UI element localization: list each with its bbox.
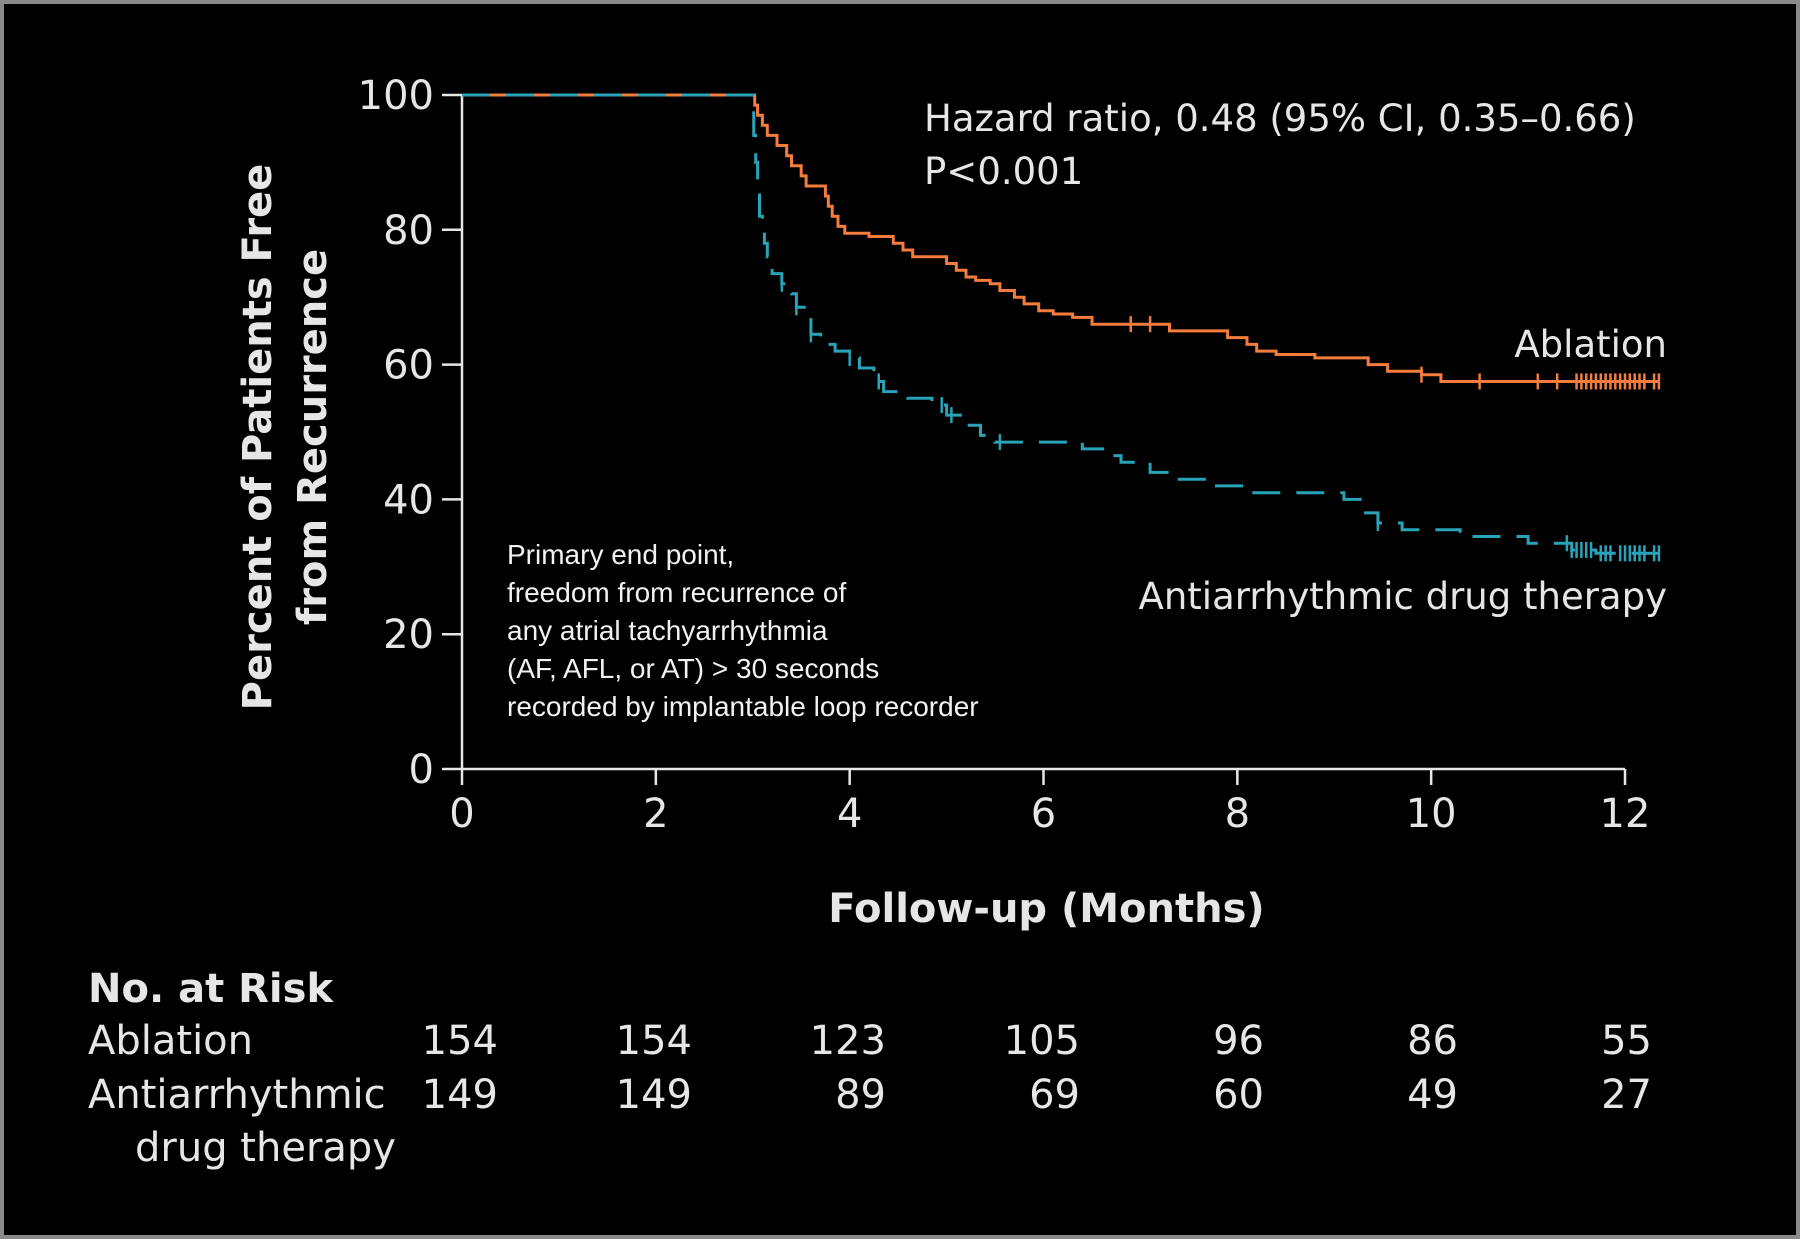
risk-value: 60 <box>1213 1072 1264 1118</box>
endpoint-note: Primary end point, <box>507 539 734 570</box>
risk-row-label: drug therapy <box>135 1125 396 1171</box>
x-tick-label: 8 <box>1225 791 1250 837</box>
series-line-0 <box>462 93 1659 383</box>
endpoint-note: any atrial tachyarrhythmia <box>507 615 828 646</box>
risk-value: 105 <box>1004 1018 1080 1064</box>
hazard-ratio-annotation: P<0.001 <box>924 150 1083 193</box>
endpoint-note: (AF, AFL, or AT) > 30 seconds <box>507 653 879 684</box>
y-axis-title-line: from Recurrence <box>290 249 336 625</box>
y-tick-label: 80 <box>383 208 434 254</box>
endpoint-note: recorded by implantable loop recorder <box>507 691 979 722</box>
risk-value: 27 <box>1601 1072 1652 1118</box>
risk-value: 89 <box>835 1072 886 1118</box>
risk-table-header: No. at Risk <box>88 966 334 1012</box>
risk-row-label: Antiarrhythmic <box>88 1072 386 1118</box>
y-tick-label: 20 <box>383 612 434 658</box>
risk-value: 69 <box>1029 1072 1080 1118</box>
y-tick-label: 40 <box>383 477 434 523</box>
x-tick-label: 6 <box>1031 791 1056 837</box>
risk-value: 123 <box>810 1018 886 1064</box>
x-tick-label: 12 <box>1600 791 1651 837</box>
risk-value: 55 <box>1601 1018 1652 1064</box>
risk-value: 154 <box>422 1018 498 1064</box>
y-tick-label: 0 <box>409 747 434 793</box>
risk-value: 86 <box>1407 1018 1458 1064</box>
x-axis-title: Follow-up (Months) <box>828 886 1264 932</box>
km-chart: 0 2 4 6 8 10 12 0 20 40 60 80 100 Follow-up (Months) P… <box>88 73 1667 1171</box>
risk-value: 149 <box>616 1072 692 1118</box>
risk-value: 154 <box>616 1018 692 1064</box>
x-tick-label: 0 <box>449 791 474 837</box>
hazard-ratio-annotation: Hazard ratio, 0.48 (95% CI, 0.35–0.66) <box>924 97 1636 140</box>
risk-value: 96 <box>1213 1018 1264 1064</box>
series-line-1 <box>462 93 1659 555</box>
y-tick-label: 100 <box>358 73 434 119</box>
x-tick-label: 2 <box>643 791 668 837</box>
series-label: Ablation <box>1514 323 1667 366</box>
risk-value: 149 <box>422 1072 498 1118</box>
risk-value: 49 <box>1407 1072 1458 1118</box>
x-tick-label: 4 <box>837 791 862 837</box>
x-tick-label: 10 <box>1406 791 1457 837</box>
y-tick-label: 60 <box>383 343 434 389</box>
figure-frame: 0 2 4 6 8 10 12 0 20 40 60 80 100 Follow-up (Months) P… <box>4 4 1796 1235</box>
y-axis-title-line: Percent of Patients Free <box>235 164 281 711</box>
risk-row-label: Ablation <box>88 1018 253 1064</box>
series-label: Antiarrhythmic drug therapy <box>1139 575 1667 618</box>
endpoint-note: freedom from recurrence of <box>507 577 846 608</box>
